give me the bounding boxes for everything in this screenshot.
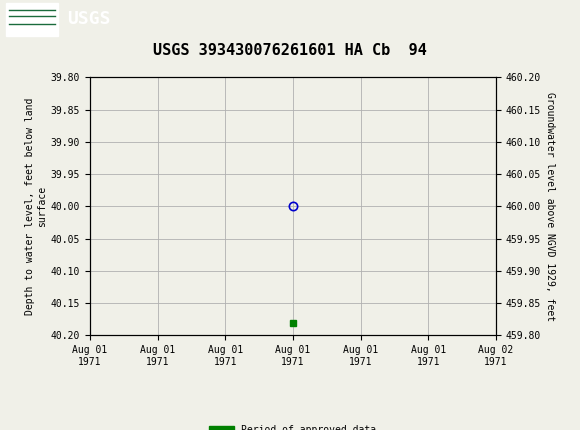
- Text: USGS 393430076261601 HA Cb  94: USGS 393430076261601 HA Cb 94: [153, 43, 427, 58]
- Legend: Period of approved data: Period of approved data: [205, 421, 380, 430]
- Y-axis label: Groundwater level above NGVD 1929, feet: Groundwater level above NGVD 1929, feet: [545, 92, 555, 321]
- Text: USGS: USGS: [67, 10, 110, 28]
- Y-axis label: Depth to water level, feet below land
surface: Depth to water level, feet below land su…: [25, 98, 46, 315]
- Bar: [6, 3, 58, 36]
